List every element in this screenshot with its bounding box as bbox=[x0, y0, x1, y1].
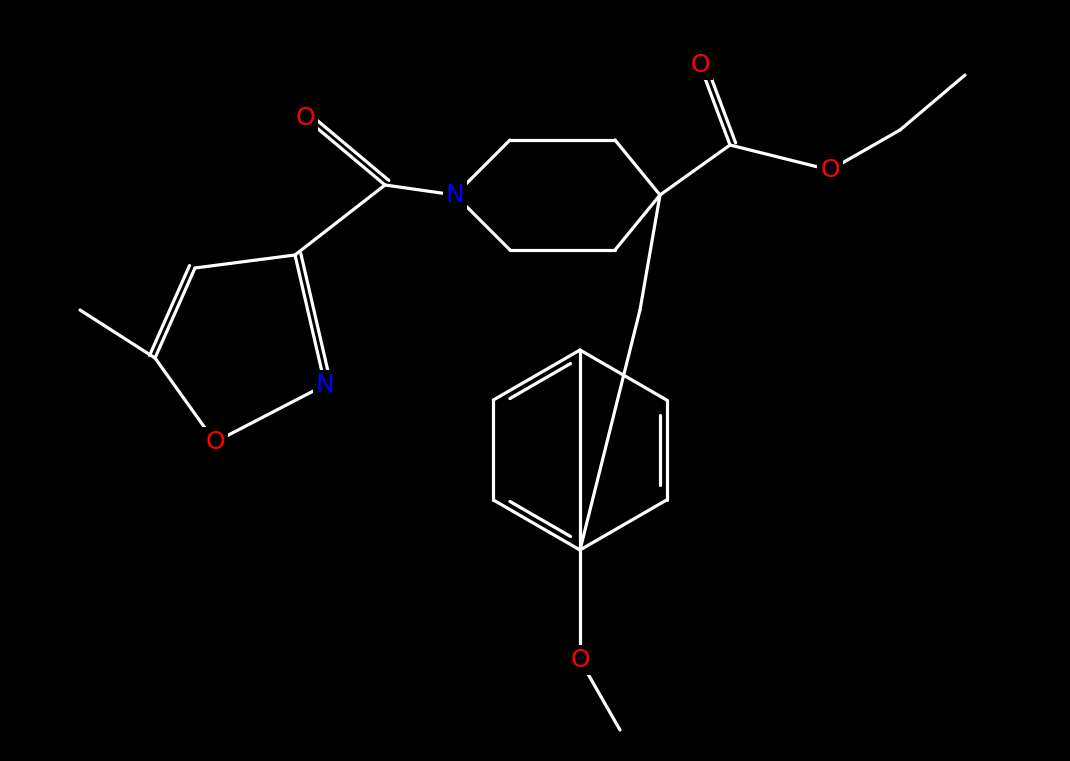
Text: O: O bbox=[821, 158, 840, 182]
Text: O: O bbox=[205, 430, 225, 454]
Text: O: O bbox=[690, 53, 709, 77]
Text: O: O bbox=[570, 648, 590, 672]
Text: N: N bbox=[316, 373, 334, 397]
Text: N: N bbox=[445, 183, 464, 207]
Text: O: O bbox=[295, 106, 315, 130]
